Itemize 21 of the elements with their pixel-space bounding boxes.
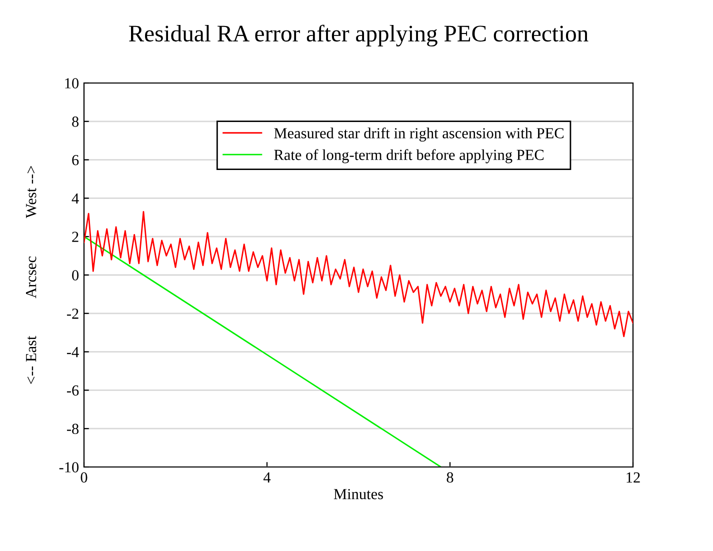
line-series <box>84 210 633 338</box>
y-tick-label: 6 <box>72 154 79 166</box>
y-tick-label: -2 <box>66 308 78 319</box>
x-tick-label: 8 <box>446 472 454 483</box>
y-tick-label: 0 <box>72 270 79 280</box>
x-axis-title: Minutes <box>334 488 383 500</box>
x-tick-label: 0 <box>80 472 88 483</box>
legend-label: Measured star drift in right ascension with PEC <box>274 127 564 142</box>
y-tick-label: -4 <box>66 347 79 358</box>
y-tick-label: 4 <box>72 193 79 204</box>
y-tick-label: 10 <box>65 78 79 88</box>
y-tick-label: -8 <box>66 424 79 434</box>
y-tick-label: 2 <box>72 232 78 242</box>
x-tick-label: 4 <box>263 472 271 482</box>
y-tick-label: 8 <box>72 116 79 127</box>
chart-title: Residual RA error after applying PEC correction <box>129 24 588 46</box>
y-tick-label: -6 <box>66 385 79 396</box>
y-tick-label: -10 <box>59 462 79 472</box>
legend-label: Rate of long-term drift before applying PEC <box>274 149 544 164</box>
y-axis-title: <-- East Arcsec West --> <box>26 166 36 384</box>
x-tick-label: 12 <box>626 472 640 482</box>
